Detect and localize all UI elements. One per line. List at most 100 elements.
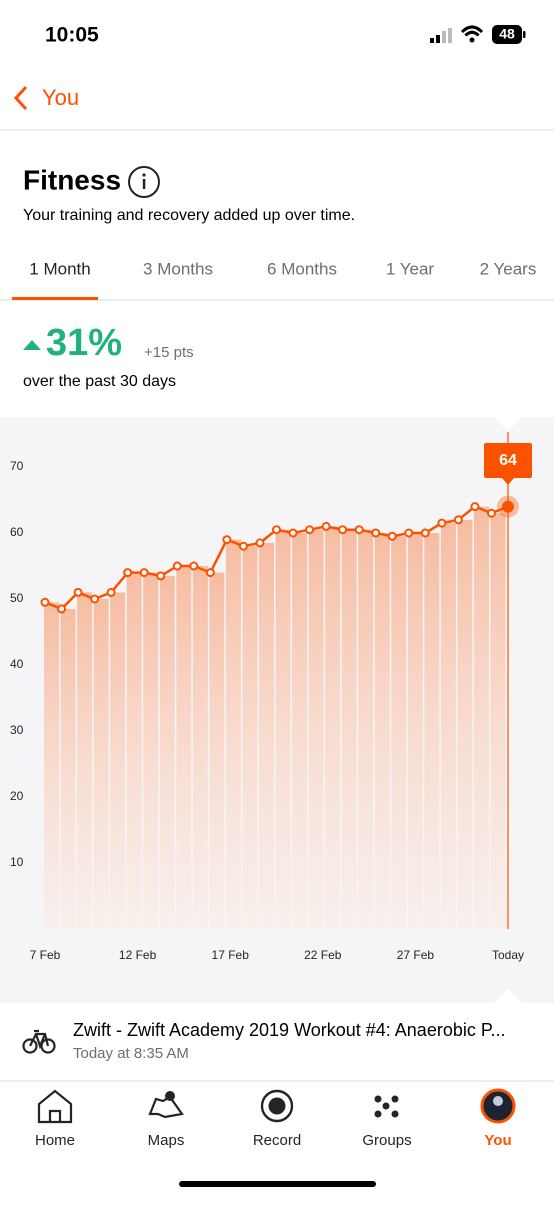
home-indicator <box>179 1181 376 1187</box>
bar <box>358 529 374 929</box>
bar <box>143 572 159 929</box>
point[interactable] <box>305 525 315 535</box>
tab-underline <box>12 297 98 300</box>
maps-pin <box>165 1091 175 1101</box>
bar <box>473 506 489 929</box>
bar <box>77 592 93 929</box>
point[interactable] <box>156 571 166 581</box>
tooltip-pointer <box>502 478 514 485</box>
tab-label[interactable]: You <box>484 1132 511 1149</box>
battery-level: 48 <box>499 26 515 42</box>
bar <box>242 546 258 929</box>
bar <box>192 566 208 929</box>
point[interactable] <box>222 535 232 545</box>
bar <box>341 529 357 929</box>
fitness-chart: 10 20 30 40 50 60 70 64 7 Feb 12 Feb 17 Feb 22 Feb 2… <box>10 432 532 962</box>
point[interactable] <box>371 528 381 538</box>
back-label[interactable]: You <box>42 85 79 110</box>
y-tick-label: 10 <box>10 855 24 869</box>
point[interactable] <box>387 531 397 541</box>
bar <box>391 536 407 929</box>
point[interactable] <box>288 528 298 538</box>
x-tick-label: 7 Feb <box>30 948 61 962</box>
point[interactable] <box>123 568 133 578</box>
bar <box>93 599 109 929</box>
y-tick-label: 20 <box>10 789 24 803</box>
x-tick-label: 17 Feb <box>212 948 250 962</box>
x-tick-label: Today <box>492 948 524 962</box>
change-percent: 31% <box>46 322 122 364</box>
tab-label[interactable]: Record <box>253 1132 301 1149</box>
point[interactable] <box>172 561 182 571</box>
groups-icon[interactable] <box>374 1095 399 1118</box>
maps-icon[interactable] <box>148 1095 184 1119</box>
range-tab[interactable]: 2 Years <box>480 259 537 278</box>
tab-label[interactable]: Maps <box>148 1132 185 1149</box>
tab-label[interactable]: Home <box>35 1132 75 1149</box>
bar <box>209 572 225 929</box>
bar <box>424 533 440 929</box>
point[interactable] <box>354 525 364 535</box>
activity-time: Today at 8:35 AM <box>73 1045 189 1062</box>
y-tick-label: 40 <box>10 657 24 671</box>
point[interactable] <box>272 525 281 535</box>
top-notch <box>494 417 522 431</box>
bar <box>308 529 324 929</box>
point[interactable] <box>453 515 463 525</box>
point[interactable] <box>189 561 199 571</box>
y-tick-label: 50 <box>10 591 24 605</box>
bar <box>176 566 192 929</box>
bar <box>440 523 456 929</box>
range-tab[interactable]: 1 Month <box>29 259 90 278</box>
wifi-dot <box>469 37 475 43</box>
battery-tip <box>523 31 526 38</box>
status-time: 10:05 <box>45 24 99 47</box>
page-subtitle: Your training and recovery added up over… <box>23 207 355 224</box>
bar <box>44 602 60 929</box>
record-icon[interactable] <box>260 1089 294 1123</box>
point[interactable] <box>90 594 100 604</box>
activity-title[interactable]: Zwift - Zwift Academy 2019 Workout #4: A… <box>73 1020 506 1040</box>
bar <box>490 513 506 929</box>
tab-label[interactable]: Groups <box>362 1132 411 1149</box>
bar <box>258 542 274 929</box>
point[interactable] <box>321 521 331 531</box>
back-icon[interactable] <box>13 85 28 111</box>
bike-icon <box>22 1029 56 1054</box>
point[interactable] <box>73 587 83 597</box>
range-tab[interactable]: 1 Year <box>386 259 435 278</box>
change-period: over the past 30 days <box>23 373 176 390</box>
point[interactable] <box>57 604 67 614</box>
point[interactable] <box>238 541 248 551</box>
bar <box>407 533 423 929</box>
point[interactable] <box>106 587 116 597</box>
bar <box>110 592 126 929</box>
tooltip <box>484 443 532 478</box>
point[interactable] <box>404 528 414 538</box>
point[interactable] <box>338 525 348 535</box>
point[interactable] <box>502 500 514 513</box>
point[interactable] <box>205 568 215 578</box>
x-tick-label: 27 Feb <box>397 948 435 962</box>
point[interactable] <box>139 568 149 578</box>
x-tick-label: 22 Feb <box>304 948 342 962</box>
home-icon[interactable] <box>37 1089 73 1124</box>
range-tab[interactable]: 6 Months <box>267 259 337 278</box>
point[interactable] <box>40 597 50 607</box>
y-tick-label: 60 <box>10 525 24 539</box>
record-dot <box>268 1097 286 1115</box>
up-arrow <box>23 340 41 350</box>
point[interactable] <box>486 508 496 518</box>
avatar-emblem <box>493 1096 503 1106</box>
info-stem <box>142 179 146 189</box>
point[interactable] <box>437 518 447 528</box>
point[interactable] <box>420 528 430 538</box>
point[interactable] <box>470 502 480 512</box>
info-icon[interactable] <box>128 166 160 198</box>
range-tab[interactable]: 3 Months <box>143 259 213 278</box>
bar <box>374 533 390 929</box>
x-tick-label: 12 Feb <box>119 948 157 962</box>
point[interactable] <box>255 538 265 548</box>
